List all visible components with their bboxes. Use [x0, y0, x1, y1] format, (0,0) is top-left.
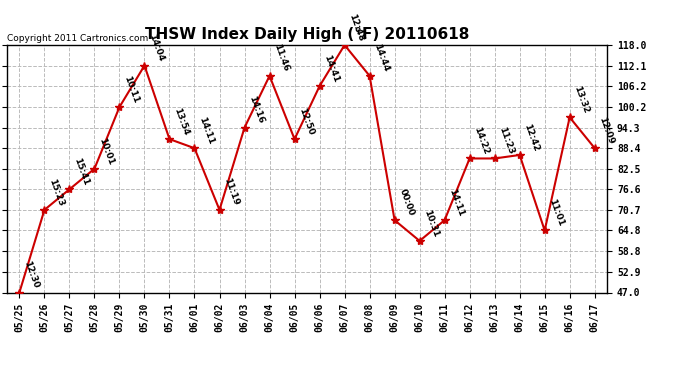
- Text: 12:09: 12:09: [598, 116, 615, 146]
- Title: THSW Index Daily High (°F) 20110618: THSW Index Daily High (°F) 20110618: [145, 27, 469, 42]
- Text: 14:44: 14:44: [373, 43, 391, 73]
- Text: 13:32: 13:32: [573, 85, 591, 114]
- Text: 10:11: 10:11: [122, 74, 141, 104]
- Text: 10:01: 10:01: [97, 136, 115, 166]
- Text: 13:54: 13:54: [172, 106, 190, 136]
- Text: 14:22: 14:22: [473, 126, 491, 156]
- Text: 14:04: 14:04: [147, 33, 166, 63]
- Text: 12:30: 12:30: [22, 260, 41, 290]
- Text: 11:19: 11:19: [222, 177, 241, 207]
- Text: 15:23: 15:23: [47, 177, 66, 207]
- Text: 14:11: 14:11: [447, 187, 466, 218]
- Text: 10:31: 10:31: [422, 208, 441, 238]
- Text: 14:41: 14:41: [322, 53, 341, 83]
- Text: 11:46: 11:46: [273, 43, 290, 73]
- Text: Copyright 2011 Cartronics.com: Copyright 2011 Cartronics.com: [7, 33, 148, 42]
- Text: 11:01: 11:01: [547, 198, 566, 228]
- Text: 12:42: 12:42: [522, 122, 541, 152]
- Text: 12:50: 12:50: [297, 106, 315, 136]
- Text: 12:48: 12:48: [347, 12, 366, 42]
- Text: 11:23: 11:23: [497, 126, 515, 156]
- Text: 14:11: 14:11: [197, 115, 215, 146]
- Text: 00:00: 00:00: [397, 188, 415, 218]
- Text: 15:41: 15:41: [72, 156, 90, 186]
- Text: 14:16: 14:16: [247, 95, 266, 125]
